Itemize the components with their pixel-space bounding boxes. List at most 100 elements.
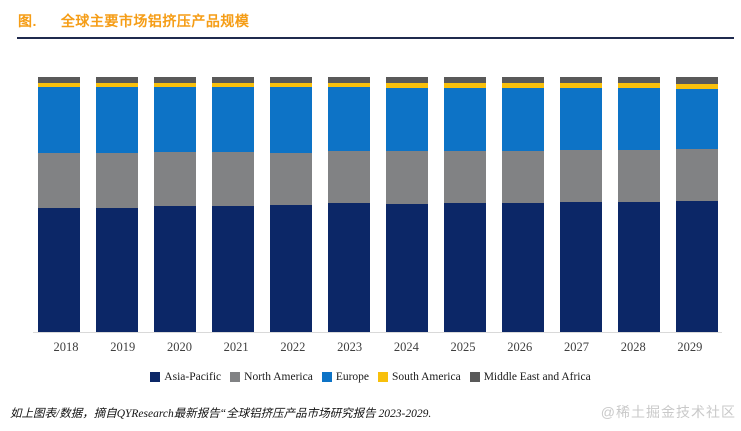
bar-segment-europe — [560, 88, 602, 150]
bar-segment-north-america — [38, 153, 80, 208]
bar-segment-south-america — [212, 83, 254, 87]
x-axis-label: 2024 — [393, 340, 419, 354]
bar-segment-europe — [618, 88, 660, 151]
legend-swatch-icon — [321, 372, 332, 382]
x-axis-label: 2025 — [450, 340, 476, 354]
x-axis-label: 2020 — [166, 340, 192, 354]
bar-segment-middle-east-and-africa — [154, 77, 196, 84]
bar-segment-asia-pacific — [212, 205, 254, 332]
legend-item-europe: Europe — [321, 371, 370, 383]
bar-2023 — [328, 77, 370, 332]
legend-swatch-icon — [150, 372, 161, 382]
bar-segment-north-america — [386, 150, 428, 205]
bar-segment-asia-pacific — [38, 207, 80, 332]
bar-segment-north-america — [270, 152, 312, 205]
bar-segment-europe — [328, 86, 370, 151]
bar-segment-south-america — [270, 83, 312, 87]
figure-prefix: 图. — [18, 13, 37, 29]
bar-2027 — [560, 77, 602, 332]
bar-segment-south-america — [676, 83, 718, 90]
bar-segment-south-america — [618, 83, 660, 89]
bar-segment-europe — [270, 86, 312, 153]
bar-segment-middle-east-and-africa — [96, 77, 138, 84]
bar-segment-asia-pacific — [96, 207, 138, 332]
bar-segment-north-america — [154, 151, 196, 206]
source-caption: 如上图表/数据，摘自QYResearch最新报告“全球铝挤压产品市场研究报告 2… — [10, 408, 432, 420]
bar-segment-europe — [96, 86, 138, 154]
bar-2020 — [154, 77, 196, 332]
bar-segment-europe — [38, 86, 80, 154]
bar-segment-south-america — [560, 83, 602, 89]
x-axis-line — [33, 332, 722, 333]
x-axis-labels: 2018 2019 2020 2021 2022 2023 2024 2025 2026 2027… — [38, 340, 718, 355]
bar-segment-middle-east-and-africa — [444, 77, 486, 84]
legend: Asia-Pacific North America Europe South Ame… — [0, 371, 741, 383]
legend-item-north-america: North America — [230, 371, 313, 383]
legend-swatch-icon — [230, 372, 241, 382]
bar-segment-south-america — [154, 83, 196, 87]
bar-segment-south-america — [96, 83, 138, 87]
bar-segment-north-america — [328, 150, 370, 204]
bar-2019 — [96, 77, 138, 332]
watermark-text: @稀土掘金技术社区 — [600, 404, 736, 420]
bar-segment-asia-pacific — [154, 205, 196, 332]
bar-segment-asia-pacific — [502, 202, 544, 332]
bar-segment-middle-east-and-africa — [270, 77, 312, 84]
plot-area — [38, 77, 718, 332]
bar-segment-north-america — [502, 151, 544, 203]
bar-2018 — [38, 77, 80, 332]
legend-item-asia-pacific: Asia-Pacific — [150, 371, 221, 383]
bar-segment-asia-pacific — [676, 200, 718, 332]
bar-segment-europe — [502, 88, 544, 152]
bar-segment-north-america — [560, 149, 602, 202]
figure-title-row: 图. 全球主要市场铝挤压产品规模 — [18, 11, 249, 31]
bar-segment-north-america — [212, 152, 254, 206]
legend-item-south-america: South America — [378, 371, 461, 383]
legend-label: North America — [244, 371, 313, 383]
bar-segment-middle-east-and-africa — [386, 77, 428, 84]
legend-swatch-icon — [469, 372, 480, 382]
bar-2022 — [270, 77, 312, 332]
bar-segment-south-america — [502, 83, 544, 89]
bar-segment-middle-east-and-africa — [560, 77, 602, 84]
x-axis-label: 2022 — [280, 340, 306, 354]
bar-segment-middle-east-and-africa — [212, 77, 254, 84]
bar-segment-asia-pacific — [270, 204, 312, 332]
legend-label: Middle East and Africa — [483, 371, 591, 383]
bar-segment-asia-pacific — [560, 201, 602, 332]
bar-segment-south-america — [38, 83, 80, 87]
bar-2028 — [618, 77, 660, 332]
bar-segment-north-america — [96, 153, 138, 208]
page-title: 全球主要市场铝挤压产品规模 — [60, 13, 250, 29]
x-axis-label: 2018 — [53, 340, 79, 354]
title-divider — [17, 37, 734, 39]
x-axis-label: 2026 — [507, 340, 533, 354]
bar-segment-europe — [154, 86, 196, 152]
bar-segment-north-america — [618, 150, 660, 203]
bar-segment-middle-east-and-africa — [328, 77, 370, 84]
bar-segment-europe — [386, 88, 428, 151]
bar-segment-europe — [212, 86, 254, 153]
legend-label: Europe — [335, 371, 370, 383]
bar-segment-north-america — [676, 148, 718, 201]
legend-swatch-icon — [378, 372, 389, 382]
bar-segment-asia-pacific — [386, 204, 428, 332]
bar-2029 — [676, 77, 718, 332]
bar-2021 — [212, 77, 254, 332]
bar-segment-south-america — [386, 83, 428, 89]
bar-segment-south-america — [328, 83, 370, 87]
bar-segment-middle-east-and-africa — [618, 77, 660, 84]
x-axis-label: 2023 — [337, 340, 363, 354]
legend-label: South America — [392, 371, 461, 383]
bar-segment-asia-pacific — [328, 203, 370, 332]
bar-2024 — [386, 77, 428, 332]
bar-segment-middle-east-and-africa — [502, 77, 544, 84]
x-axis-label: 2027 — [563, 340, 589, 354]
bar-segment-south-america — [444, 83, 486, 89]
bar-segment-middle-east-and-africa — [38, 77, 80, 84]
x-axis-label: 2019 — [110, 340, 136, 354]
bar-segment-europe — [676, 89, 718, 149]
x-axis-label: 2029 — [677, 340, 703, 354]
x-axis-label: 2028 — [620, 340, 646, 354]
bar-segment-middle-east-and-africa — [676, 77, 718, 84]
